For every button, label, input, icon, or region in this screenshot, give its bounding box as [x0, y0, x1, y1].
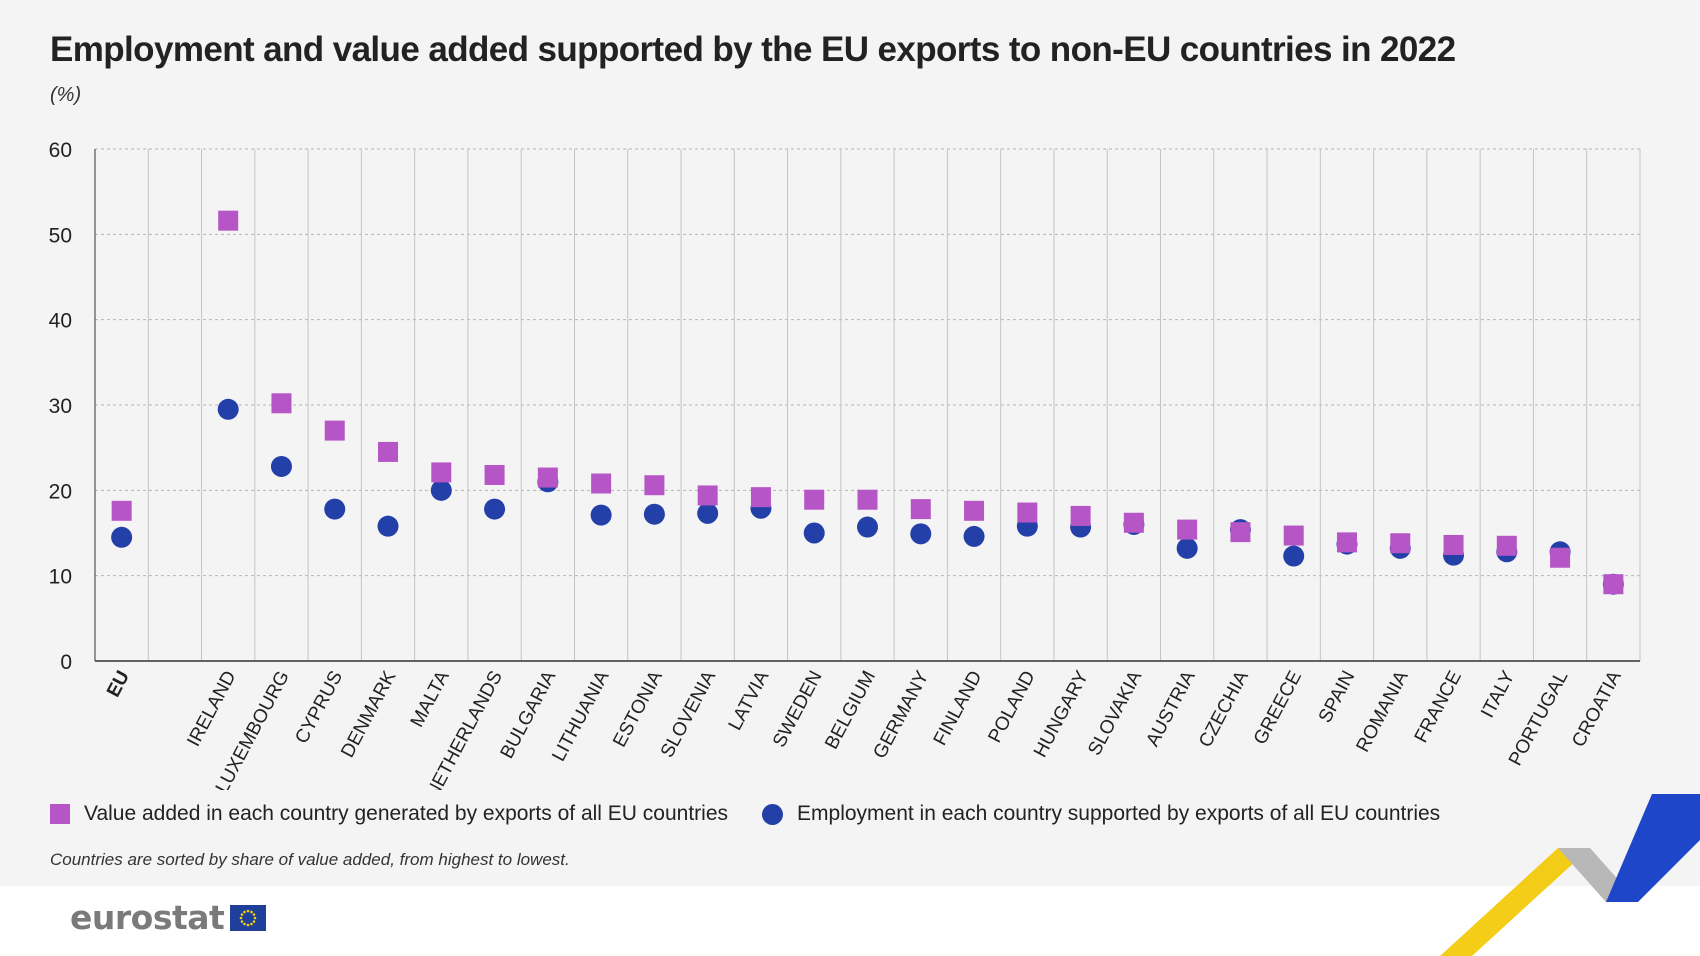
legend-circle-marker [762, 803, 784, 825]
employment-point [643, 503, 665, 525]
employment-point [1283, 545, 1305, 567]
x-tick-label: CROATIA [1568, 667, 1626, 750]
employment-point [910, 523, 932, 545]
x-tick-label: GREECE [1250, 667, 1306, 748]
plot-area [95, 149, 1640, 661]
x-tick-label: MALTA [407, 667, 454, 731]
value-added-point [324, 420, 345, 441]
y-tick-label: 30 [49, 395, 72, 418]
value-added-point [910, 499, 931, 520]
employment-point [217, 398, 239, 420]
value-added-point [484, 464, 505, 485]
value-added-point [1390, 533, 1411, 554]
x-tick-label: BULGARIA [497, 667, 561, 762]
x-tick-label: LITHUANIA [548, 667, 613, 765]
legend: Value added in each country generated by… [50, 802, 1474, 826]
footnote: Countries are sorted by share of value a… [50, 850, 570, 869]
x-tick-label: SLOVENIA [657, 667, 720, 761]
value-added-point [271, 393, 292, 414]
legend-item-employment: Employment in each country supported by … [762, 802, 1440, 826]
value-added-point [1496, 535, 1517, 556]
employment-point [590, 504, 612, 526]
x-tick-label: LATVIA [725, 667, 774, 734]
value-added-point [1177, 519, 1198, 540]
employment-point [430, 479, 452, 501]
x-tick-label: CZECHIA [1195, 667, 1253, 751]
employment-point [803, 522, 825, 544]
value-added-point [697, 485, 718, 506]
x-tick-label: POLAND [985, 667, 1040, 746]
value-added-point [1443, 534, 1464, 555]
value-added-point [1550, 547, 1571, 568]
employment-point [324, 498, 346, 520]
legend-label-value-added: Value added in each country generated by… [84, 802, 729, 825]
legend-label-employment: Employment in each country supported by … [797, 802, 1441, 825]
value-added-point [1123, 512, 1144, 533]
decorative-ribbon-graphic [1440, 794, 1700, 956]
value-added-point [1070, 505, 1091, 526]
y-tick-label: 60 [49, 139, 72, 162]
employment-point [377, 515, 399, 537]
x-tick-label: EU [103, 667, 134, 700]
employment-point [484, 498, 506, 520]
value-added-point [1603, 574, 1624, 595]
x-tick-label: ITALY [1477, 667, 1519, 721]
value-added-point [1017, 502, 1038, 523]
x-tick-label: ESTONIA [609, 667, 667, 750]
eu-flag-icon [230, 904, 267, 931]
legend-item-value-added: Value added in each country generated by… [50, 802, 728, 826]
x-tick-label: SLOVAKIA [1084, 667, 1146, 759]
x-tick-label: BELGIUM [821, 667, 880, 752]
value-added-point [111, 500, 132, 521]
value-added-point [378, 441, 399, 462]
value-added-point [537, 467, 558, 488]
x-tick-label: DENMARK [337, 667, 400, 761]
value-added-point [591, 473, 612, 494]
x-tick-label: GERMANY [870, 667, 934, 762]
value-added-point [431, 462, 452, 483]
x-tick-label: SPAIN [1315, 667, 1360, 726]
y-tick-label: 10 [49, 566, 72, 589]
employment-point [697, 502, 719, 524]
value-added-point [1283, 525, 1304, 546]
value-added-point [644, 475, 665, 496]
value-added-point [804, 489, 825, 510]
chart-subtitle: (%) [50, 84, 82, 106]
employment-point [270, 455, 292, 477]
employment-point [963, 525, 985, 547]
value-added-point [218, 210, 239, 231]
y-tick-label: 40 [49, 310, 72, 333]
y-tick-label: 50 [49, 224, 72, 247]
y-tick-label: 0 [60, 651, 72, 674]
employment-point [1176, 537, 1198, 559]
x-tick-label: SWEDEN [769, 667, 827, 751]
value-added-point [964, 500, 985, 521]
x-tick-label: AUSTRIA [1142, 667, 1199, 750]
x-tick-label: ROMANIA [1352, 667, 1412, 755]
employment-point [111, 526, 133, 548]
x-tick-label: FRANCE [1411, 667, 1466, 746]
value-added-point [857, 489, 878, 510]
employment-point [857, 516, 878, 538]
x-tick-label: FINLAND [930, 667, 987, 749]
value-added-point [750, 487, 771, 508]
x-tick-label: IRELAND [183, 667, 240, 750]
y-tick-label: 20 [49, 480, 72, 503]
x-tick-label: CYPRUS [291, 667, 347, 747]
value-added-point [1336, 532, 1357, 553]
chart-title: Employment and value added supported by … [50, 30, 1456, 69]
logo-text: eurostat [70, 898, 225, 937]
value-added-point [1230, 522, 1251, 543]
x-tick-label: HUNGARY [1030, 667, 1093, 761]
eurostat-logo: eurostat [70, 898, 267, 937]
legend-square-marker [50, 804, 70, 824]
